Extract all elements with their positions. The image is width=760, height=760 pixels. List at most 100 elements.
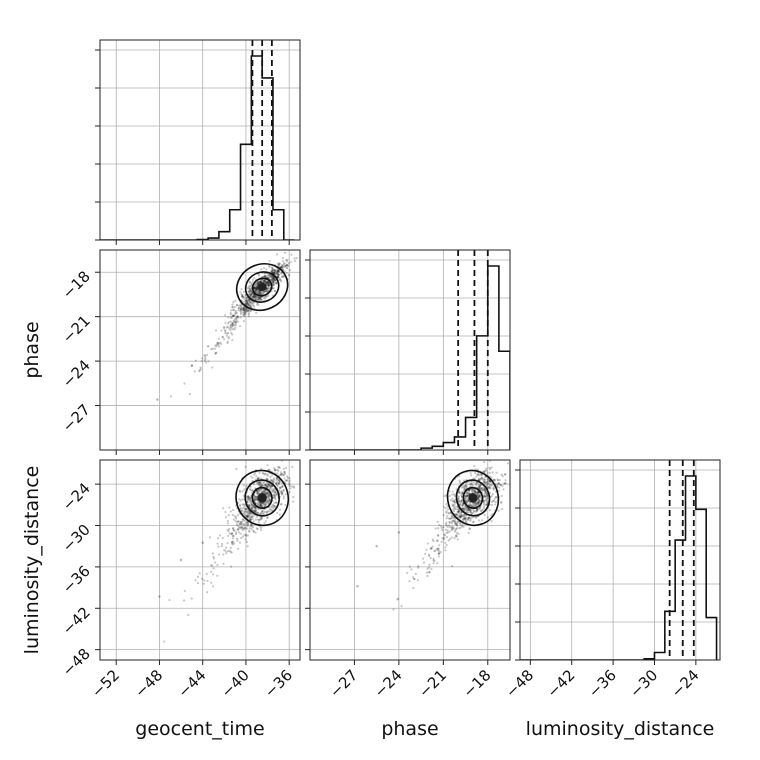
panel-frame bbox=[309, 249, 511, 451]
sample-point bbox=[248, 284, 252, 287]
sample-point bbox=[483, 489, 487, 492]
sample-point bbox=[236, 528, 239, 531]
y-axis-label-phase: phase bbox=[21, 321, 43, 378]
sample-point bbox=[257, 282, 260, 285]
sample-point bbox=[232, 314, 235, 317]
sample-point bbox=[267, 482, 270, 486]
sample-point bbox=[279, 487, 282, 490]
sample-point bbox=[269, 275, 273, 278]
sample-point bbox=[446, 505, 449, 508]
sample-point bbox=[243, 311, 246, 314]
sample-point bbox=[244, 307, 247, 310]
sample-point bbox=[472, 481, 475, 484]
sample-point bbox=[466, 494, 469, 497]
sample-point bbox=[260, 292, 263, 295]
sample-point bbox=[277, 482, 280, 485]
sample-point bbox=[263, 275, 267, 278]
sample-point bbox=[504, 479, 507, 482]
sample-point bbox=[429, 547, 433, 550]
sample-point bbox=[236, 514, 240, 517]
sample-point bbox=[249, 294, 252, 298]
sample-point bbox=[255, 511, 258, 514]
sample-point bbox=[284, 264, 287, 267]
sample-point bbox=[233, 515, 236, 518]
sample-point bbox=[436, 562, 439, 565]
sample-point bbox=[259, 281, 262, 284]
sample-point bbox=[255, 296, 258, 299]
sample-point bbox=[258, 481, 261, 485]
sample-point bbox=[246, 545, 249, 548]
sample-point bbox=[463, 507, 466, 510]
sample-point bbox=[250, 523, 253, 526]
sample-point bbox=[485, 494, 488, 497]
sample-point bbox=[253, 505, 256, 508]
sample-point bbox=[478, 485, 481, 489]
sample-point bbox=[463, 509, 466, 512]
sample-point bbox=[475, 491, 478, 495]
sample-point bbox=[436, 540, 439, 543]
sample-point bbox=[257, 477, 260, 480]
sample-point bbox=[210, 348, 213, 351]
sample-point bbox=[271, 479, 274, 483]
sample-point bbox=[285, 271, 288, 275]
sample-point bbox=[288, 273, 291, 276]
sample-point bbox=[455, 513, 459, 516]
sample-point bbox=[268, 510, 271, 513]
sample-point bbox=[216, 341, 220, 344]
sample-point bbox=[480, 473, 483, 476]
sample-point bbox=[248, 497, 251, 500]
sample-point bbox=[265, 281, 269, 285]
x-tick-label: −44 bbox=[174, 666, 209, 701]
panel-frame bbox=[99, 459, 301, 661]
sample-point bbox=[264, 281, 267, 284]
sample-point bbox=[242, 295, 245, 298]
sample-point bbox=[445, 521, 448, 524]
sample-point bbox=[257, 503, 260, 506]
sample-point bbox=[244, 509, 247, 512]
sample-point bbox=[475, 503, 478, 506]
sample-point bbox=[260, 512, 263, 515]
sample-point bbox=[485, 480, 488, 483]
sample-point bbox=[276, 275, 280, 278]
sample-point bbox=[481, 486, 484, 490]
sample-point bbox=[258, 518, 262, 521]
sample-point bbox=[278, 489, 281, 492]
sample-point bbox=[246, 302, 249, 305]
sample-point bbox=[475, 510, 478, 513]
sample-point bbox=[266, 496, 269, 499]
sample-point bbox=[258, 280, 261, 283]
sample-point bbox=[295, 257, 298, 260]
sample-point bbox=[273, 501, 276, 504]
sample-point bbox=[466, 518, 470, 521]
sample-point bbox=[486, 493, 489, 496]
sample-point bbox=[413, 577, 416, 581]
sample-point bbox=[417, 566, 420, 569]
sample-point bbox=[226, 325, 229, 328]
sample-point bbox=[475, 475, 478, 478]
sample-point bbox=[259, 504, 262, 507]
sample-point bbox=[255, 288, 258, 291]
sample-point bbox=[270, 279, 274, 282]
sample-point bbox=[263, 473, 266, 476]
sample-point bbox=[283, 471, 286, 474]
sample-point bbox=[256, 281, 259, 284]
sample-point bbox=[258, 471, 261, 474]
sample-point bbox=[224, 516, 227, 519]
sample-point bbox=[463, 488, 466, 491]
sample-point bbox=[266, 492, 269, 495]
sample-point bbox=[251, 295, 254, 298]
sample-point bbox=[468, 516, 471, 519]
sample-point bbox=[238, 541, 242, 544]
sample-point bbox=[190, 364, 194, 367]
sample-point bbox=[271, 276, 274, 279]
sample-point bbox=[433, 559, 436, 562]
outlier-point bbox=[397, 531, 401, 534]
sample-point bbox=[274, 490, 277, 494]
sample-point bbox=[275, 281, 278, 285]
sample-point bbox=[282, 489, 285, 492]
sample-point bbox=[477, 478, 481, 482]
sample-point bbox=[226, 534, 230, 538]
sample-point bbox=[492, 486, 495, 490]
sample-point bbox=[448, 494, 451, 497]
sample-point bbox=[449, 517, 452, 520]
